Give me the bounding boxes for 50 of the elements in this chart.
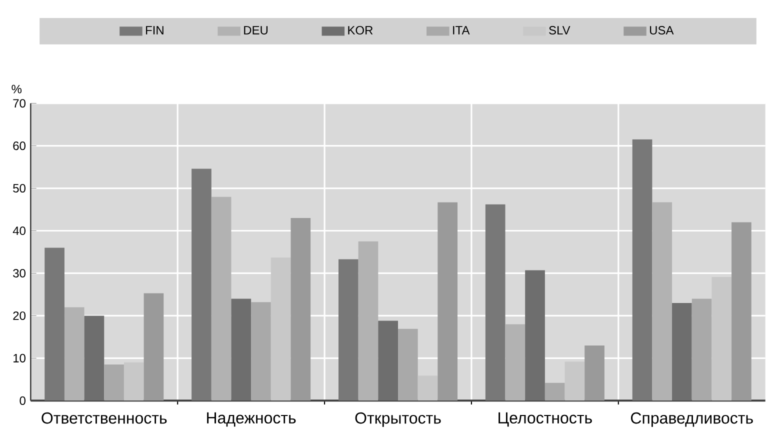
bar	[544, 382, 565, 400]
bar	[732, 222, 752, 400]
bar	[64, 307, 84, 400]
x-tick-label: Справедливость	[630, 412, 753, 427]
y-tick-label: 20	[13, 311, 26, 320]
bar	[378, 320, 398, 400]
bar	[338, 259, 358, 400]
bar	[584, 345, 604, 400]
bar	[211, 196, 232, 400]
y-tick-label: 70	[13, 98, 26, 108]
bar	[84, 316, 104, 400]
x-tick-label: Целостность	[498, 412, 592, 426]
bar	[505, 324, 526, 400]
bar	[525, 270, 545, 400]
bar	[418, 375, 438, 400]
legend-label: KOR	[348, 26, 373, 34]
y-tick-label: 0	[20, 396, 26, 405]
bar	[692, 298, 712, 400]
bar	[144, 293, 164, 400]
legend-label: DEU	[244, 26, 268, 34]
bar	[44, 248, 64, 400]
bar	[251, 302, 271, 400]
y-tick-label: 10	[14, 354, 26, 362]
bar	[652, 202, 672, 400]
legend-label: USA	[650, 26, 674, 34]
bar	[124, 362, 144, 400]
x-tick-label: Открытость	[355, 412, 441, 427]
legend-label: ITA	[453, 26, 470, 34]
y-axis-title: %	[12, 84, 22, 94]
bar	[231, 298, 252, 400]
bar	[438, 202, 458, 400]
legend-label: SLV	[549, 26, 570, 34]
bar	[712, 276, 732, 400]
bar	[632, 139, 652, 400]
bar	[270, 257, 291, 400]
bar	[192, 168, 212, 400]
y-tick-label: 60	[13, 141, 26, 150]
y-tick-label: 40	[12, 226, 26, 235]
x-tick-label: Ответственность	[42, 412, 167, 424]
bar	[672, 302, 692, 400]
bar	[290, 218, 311, 400]
y-tick-label: 30	[13, 268, 26, 278]
y-tick-label: 50	[13, 184, 26, 192]
bar	[104, 364, 124, 400]
bar	[485, 204, 506, 400]
x-tick-label: Надежность	[207, 412, 296, 426]
bar	[398, 328, 418, 400]
bar	[564, 361, 585, 400]
legend-label: FIN	[146, 26, 164, 34]
bar	[358, 241, 378, 400]
